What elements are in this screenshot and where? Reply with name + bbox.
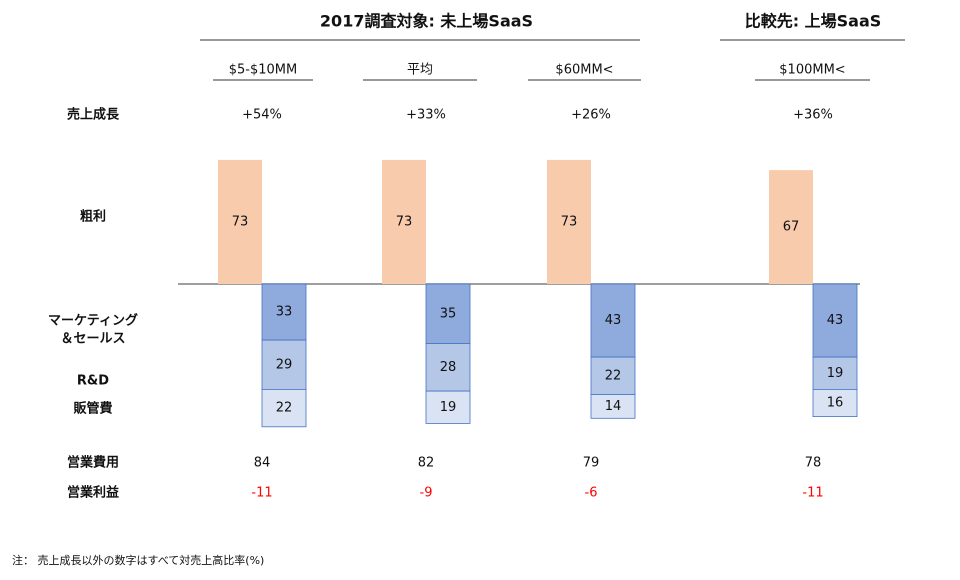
operating-profit-value: -9 [420,486,433,501]
bar-label: 73 [561,214,578,229]
bar [547,159,591,284]
operating-profit-value: -11 [802,486,823,501]
group-header: 比較先: 上場SaaS [745,12,882,31]
column-header: $5-$10MM [229,63,297,78]
bar-label: 33 [276,305,293,320]
bar [590,394,636,419]
group-header: 2017調査対象: 未上場SaaS [320,12,533,31]
growth-label: +36% [793,108,833,123]
growth-label: +33% [406,108,446,123]
bar-label: 19 [440,400,457,415]
opex-value: 79 [583,456,600,471]
bar [261,388,307,428]
opex-value: 84 [254,456,271,471]
bar [382,159,426,284]
row-label: ＆セールス [60,332,125,347]
bar-label: 22 [276,401,293,416]
bar-label: 43 [605,313,622,328]
bar [812,388,858,417]
bar-label: 73 [396,214,413,229]
note: 注： 売上成長以外の数字はすべて対売上高比率(%) [12,553,264,567]
row-label: 売上成長 [67,107,120,123]
bar-label: 67 [783,220,800,235]
bar [812,283,858,358]
bar-label: 22 [605,368,622,383]
bar-label: 28 [440,360,457,375]
bar [261,339,307,390]
bar [590,283,636,358]
bar-label: 29 [276,357,293,372]
column-header: 平均 [407,63,433,78]
column-header: $100MM< [779,63,845,78]
column-header: $60MM< [555,63,613,78]
operating-profit-value: -11 [251,486,272,501]
opex-value: 78 [805,456,822,471]
bar [769,170,813,284]
row-label: 営業費用 [67,455,119,471]
growth-label: +54% [242,108,282,123]
growth-label: +26% [571,108,611,123]
bar [261,283,307,341]
bar-label: 43 [827,313,844,328]
bar-label: 35 [440,306,457,321]
row-label: R&D [77,374,109,389]
row-label: 粗利 [80,209,106,225]
bar-label: 73 [232,214,249,229]
bar [218,159,262,284]
bar-label: 16 [827,396,844,411]
bar-label: 19 [827,366,844,381]
opex-value: 82 [418,456,435,471]
row-label: 営業利益 [67,485,119,501]
operating-profit-value: -6 [585,486,598,501]
bar [425,343,471,392]
bar-label: 14 [605,399,622,414]
bar [812,356,858,390]
row-label: 販管費 [73,401,112,417]
bar [425,390,471,424]
row-label: マーケティング [48,313,138,329]
